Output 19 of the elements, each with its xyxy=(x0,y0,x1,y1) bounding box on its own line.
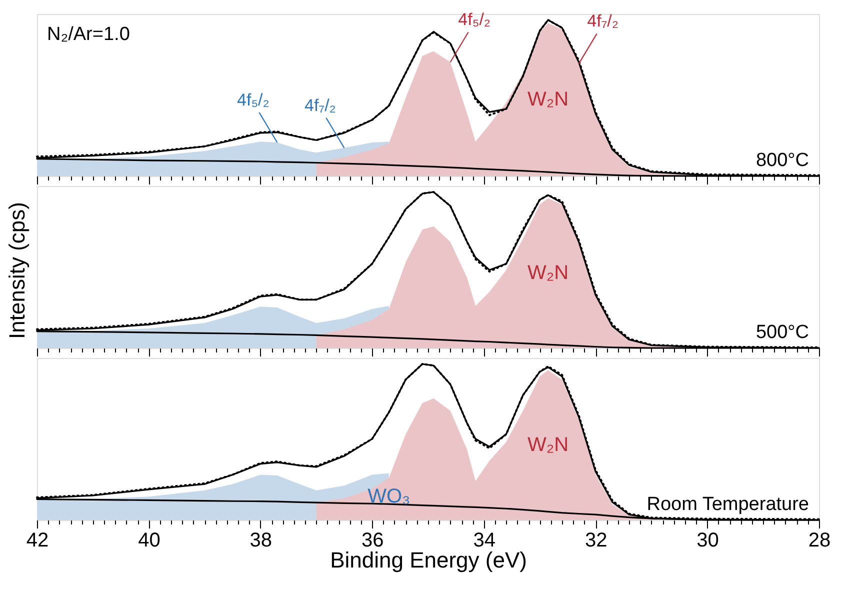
annotation: 4f₇/₂ xyxy=(587,12,618,31)
annotation: 500°C xyxy=(756,322,809,343)
x-tick-label: 32 xyxy=(584,530,608,552)
x-tick-label: 38 xyxy=(250,530,272,552)
annotation: N₂/Ar=1.0 xyxy=(47,24,130,45)
x-tick-label: 30 xyxy=(696,530,719,552)
annotation: 800°C xyxy=(756,150,809,171)
annotation: Room Temperature xyxy=(646,494,809,515)
x-tick-label: 28 xyxy=(808,530,831,552)
series-label: WO₃ xyxy=(368,486,410,508)
series-label: W₂N xyxy=(528,262,569,284)
x-tick-label: 42 xyxy=(26,530,49,552)
annotation: 4f₇/₂ xyxy=(304,96,336,115)
annotation: 4f₅/₂ xyxy=(237,90,270,110)
annotation: 4f₅/₂ xyxy=(458,10,491,30)
series-label: W₂N xyxy=(528,88,569,111)
x-tick-label: 40 xyxy=(138,530,160,552)
y-axis-title: Intensity (cps) xyxy=(4,202,30,339)
series-label: W₂N xyxy=(528,434,569,456)
